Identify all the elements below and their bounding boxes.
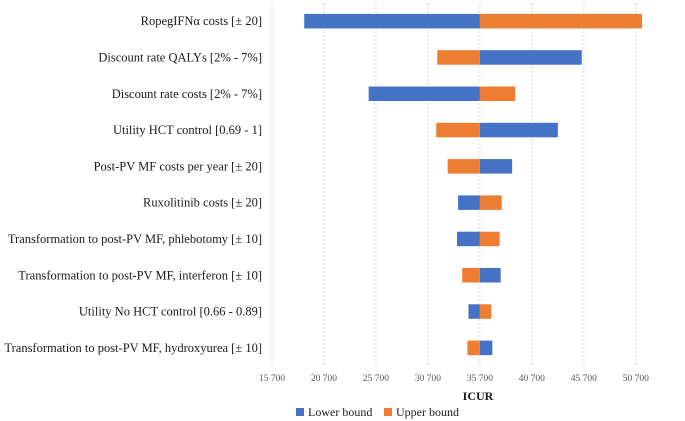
legend: Lower bound Upper bound xyxy=(296,405,459,419)
bar-upper-bound xyxy=(437,50,480,65)
bar-lower-bound xyxy=(479,122,558,138)
bar-lower-bound xyxy=(479,50,582,65)
bar-upper-bound xyxy=(467,340,480,356)
bar-lower-bound xyxy=(458,195,480,210)
bar-upper-bound xyxy=(447,159,480,174)
category-labels: RopegIFNα costs [± 20] Discount rate QALY… xyxy=(4,14,262,355)
bar-lower-bound xyxy=(368,86,480,101)
bars xyxy=(304,13,643,356)
x-axis-title: ICUR xyxy=(463,389,494,403)
bar-lower-bound xyxy=(479,268,501,283)
legend-swatch-lower-bound xyxy=(296,408,304,416)
x-tick-label: 20 700 xyxy=(311,374,337,384)
bar-upper-bound xyxy=(479,195,502,210)
category-label: RopegIFNα costs [± 20] xyxy=(141,14,262,28)
x-tick-label: 30 700 xyxy=(415,374,441,384)
bar-upper-bound xyxy=(479,304,492,319)
bar-upper-bound xyxy=(462,268,480,283)
category-label: Transformation to post-PV MF, interferon… xyxy=(18,268,262,282)
category-label: Transformation to post-PV MF, hydroxyure… xyxy=(4,341,262,355)
category-label: Post-PV MF costs per year [± 20] xyxy=(94,159,262,173)
legend-label-lower-bound: Lower bound xyxy=(308,405,372,419)
category-label: Utility No HCT control [0.66 - 0.89] xyxy=(79,305,262,319)
x-tick-label: 25 700 xyxy=(363,374,389,384)
category-label: Ruxolitinib costs [± 20] xyxy=(143,196,262,210)
bar-lower-bound xyxy=(479,340,493,356)
bar-lower-bound xyxy=(457,231,480,247)
bar-lower-bound xyxy=(304,13,480,29)
bar-upper-bound xyxy=(436,122,480,138)
bar-upper-bound xyxy=(479,86,516,101)
category-label: Discount rate QALYs [2% - 7%] xyxy=(98,50,262,64)
legend-label-upper-bound: Upper bound xyxy=(396,405,459,419)
category-label: Discount rate costs [2% - 7%] xyxy=(112,87,262,101)
bar-upper-bound xyxy=(479,13,643,29)
category-label: Utility HCT control [0.69 - 1] xyxy=(113,123,262,137)
bar-upper-bound xyxy=(479,231,500,247)
x-tick-label: 35 700 xyxy=(467,374,493,384)
x-tick-label: 45 700 xyxy=(571,374,597,384)
legend-swatch-upper-bound xyxy=(384,408,392,416)
bar-lower-bound xyxy=(468,304,480,319)
x-tick-label: 15 700 xyxy=(259,374,285,384)
x-tick-label: 50 700 xyxy=(623,374,649,384)
grid-lines xyxy=(271,3,637,366)
category-label: Transformation to post-PV MF, phlebotomy… xyxy=(8,232,262,246)
bar-lower-bound xyxy=(479,159,513,174)
x-tick-labels: 15 700 20 700 25 700 30 700 35 700 40 700 45 7… xyxy=(259,374,649,384)
x-tick-label: 40 700 xyxy=(519,374,545,384)
